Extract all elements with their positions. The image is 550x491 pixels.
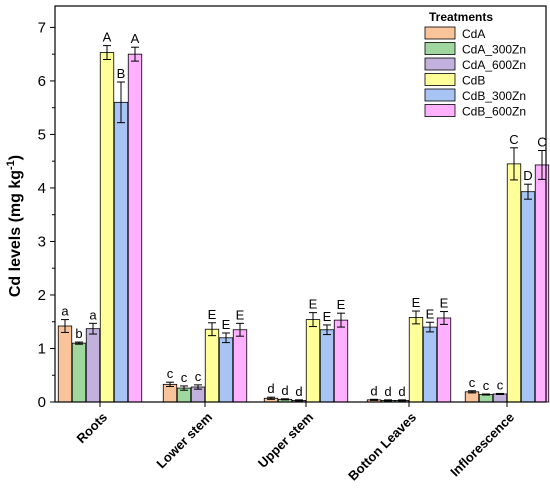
legend-label: CdA xyxy=(462,27,485,41)
significance-label: a xyxy=(89,307,97,322)
significance-label: E xyxy=(208,307,217,322)
significance-label: d xyxy=(384,384,391,399)
bar xyxy=(520,191,536,403)
significance-label: C xyxy=(537,134,546,149)
x-tick-label: Lower stem xyxy=(153,410,215,472)
bar xyxy=(422,326,438,403)
bar xyxy=(162,383,178,403)
legend-title: Treatments xyxy=(429,10,493,24)
legend-swatch xyxy=(424,26,456,40)
significance-label: b xyxy=(75,326,82,341)
plot-frame xyxy=(54,5,547,403)
significance-label: c xyxy=(181,370,188,385)
significance-label: a xyxy=(61,304,69,319)
significance-label: c xyxy=(497,377,504,392)
y-tick-label: 5 xyxy=(38,126,46,143)
significance-label: d xyxy=(267,381,274,396)
legend-swatch xyxy=(424,57,456,71)
legend-label: CdB_600Zn xyxy=(462,105,526,119)
legend-label: CdA_600Zn xyxy=(462,58,526,72)
legend-swatch xyxy=(424,73,456,86)
bar xyxy=(71,342,87,403)
y-axis-title-close: ) xyxy=(7,155,24,160)
bar xyxy=(534,164,550,403)
bar xyxy=(127,53,143,403)
x-tick-label: Upper stem xyxy=(255,410,316,471)
y-tick-label: 2 xyxy=(38,287,46,304)
significance-label: E xyxy=(440,296,449,311)
bar xyxy=(218,337,234,403)
legend-label: CdB xyxy=(462,74,485,88)
y-tick-label: 7 xyxy=(38,19,46,36)
x-tick-label: Botton Leaves xyxy=(345,410,419,484)
y-axis-title-main: Cd levels (mg kg xyxy=(7,170,24,297)
significance-label: E xyxy=(236,307,245,322)
bar xyxy=(305,319,321,403)
legend-swatch xyxy=(424,88,456,102)
bar xyxy=(232,329,248,403)
significance-label: D xyxy=(523,168,532,183)
significance-label: A xyxy=(131,31,140,46)
x-tick-label: Roots xyxy=(73,410,110,447)
bar xyxy=(85,328,101,403)
y-tick-label: 6 xyxy=(38,73,46,90)
significance-label: c xyxy=(167,366,174,381)
y-tick-label: 1 xyxy=(38,340,46,357)
significance-label: B xyxy=(117,66,126,81)
significance-label: d xyxy=(281,383,288,398)
bar xyxy=(436,317,452,403)
y-tick-label: 4 xyxy=(38,180,46,197)
bar xyxy=(478,394,494,403)
bar xyxy=(506,163,522,403)
significance-label: d xyxy=(295,384,302,399)
legend-swatch xyxy=(424,104,456,117)
significance-label: E xyxy=(222,317,231,332)
legend-label: CdB_300Zn xyxy=(462,89,526,103)
y-tick-label: 0 xyxy=(38,394,46,411)
significance-label: d xyxy=(370,383,377,398)
bar xyxy=(204,328,220,403)
y-tick-label: 3 xyxy=(38,233,46,250)
x-tick-label: Inflorescence xyxy=(447,410,517,480)
legend-swatch xyxy=(424,42,456,55)
significance-label: E xyxy=(426,306,435,321)
significance-label: E xyxy=(412,295,421,310)
significance-label: c xyxy=(195,369,202,384)
significance-label: E xyxy=(309,297,318,312)
significance-label: d xyxy=(398,384,405,399)
significance-label: c xyxy=(469,375,476,390)
y-axis-title-sup: -1 xyxy=(5,160,17,170)
significance-label: A xyxy=(103,30,112,45)
bar xyxy=(113,101,129,403)
legend-label: CdA_300Zn xyxy=(462,43,526,57)
y-axis-title: Cd levels (mg kg-1) xyxy=(5,155,24,297)
significance-label: c xyxy=(483,378,490,393)
significance-label: E xyxy=(337,297,346,312)
significance-label: E xyxy=(323,309,332,324)
bar xyxy=(57,325,73,403)
bar xyxy=(319,329,335,403)
bar xyxy=(99,52,115,403)
bar xyxy=(333,319,349,403)
significance-label: C xyxy=(509,132,518,147)
bar xyxy=(408,317,424,403)
bar xyxy=(492,393,508,403)
